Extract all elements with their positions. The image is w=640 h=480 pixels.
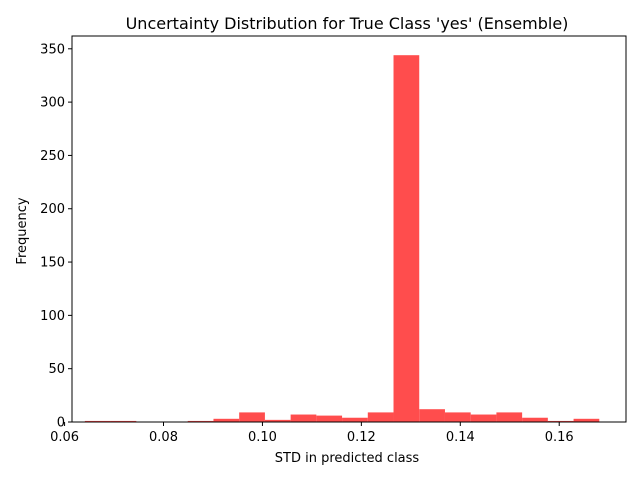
axes-group: 0.06 0.08 0.10 0.12 0.14 0.16 0 50 100 150 200 250 3… bbox=[40, 35, 627, 445]
histogram-bar-9 bbox=[316, 415, 343, 422]
histogram-bar-19 bbox=[573, 418, 600, 422]
histogram-bar-8 bbox=[290, 414, 317, 422]
histogram-bar-1 bbox=[110, 420, 137, 422]
histogram-bar-18 bbox=[547, 420, 574, 422]
y-tick-label-2: 100 bbox=[40, 309, 65, 324]
histogram-bar-12 bbox=[393, 55, 420, 423]
x-tick-label-1: 0.08 bbox=[149, 430, 178, 445]
y-tick-label-4: 200 bbox=[40, 202, 65, 217]
x-tick-label-2: 0.10 bbox=[248, 430, 277, 445]
y-tick-label-5: 250 bbox=[40, 149, 65, 164]
y-tick-label-3: 150 bbox=[40, 256, 65, 271]
chart-title: Uncertainty Distribution for True Class … bbox=[126, 14, 569, 33]
x-axis-label: STD in predicted class bbox=[275, 451, 420, 466]
y-axis-label: Frequency bbox=[15, 197, 30, 264]
histogram-bar-6 bbox=[239, 412, 265, 422]
y-tick-label-6: 300 bbox=[40, 96, 65, 111]
histogram-bar-5 bbox=[213, 418, 240, 422]
histogram-bar-16 bbox=[496, 412, 523, 422]
y-tick-label-1: 50 bbox=[48, 362, 65, 377]
x-tick-label-3: 0.12 bbox=[347, 430, 376, 445]
y-tick-label-7: 350 bbox=[40, 42, 65, 57]
histogram-bar-10 bbox=[342, 417, 368, 422]
histogram-bar-15 bbox=[470, 414, 497, 422]
plot-frame bbox=[71, 35, 627, 423]
histogram-bar-14 bbox=[444, 412, 471, 422]
histogram-bar-11 bbox=[367, 412, 394, 422]
histogram-bar-4 bbox=[187, 420, 214, 422]
histogram-bar-7 bbox=[264, 419, 291, 422]
x-tick-label-0: 0.06 bbox=[50, 430, 79, 445]
histogram-bar-0 bbox=[84, 420, 111, 422]
histogram-bar-17 bbox=[522, 417, 548, 422]
x-tick-label-4: 0.14 bbox=[446, 430, 475, 445]
x-tick-label-5: 0.16 bbox=[545, 430, 574, 445]
bars-group bbox=[84, 55, 600, 423]
y-tick-label-0: 0 bbox=[57, 416, 65, 431]
histogram-bar-13 bbox=[419, 409, 445, 422]
